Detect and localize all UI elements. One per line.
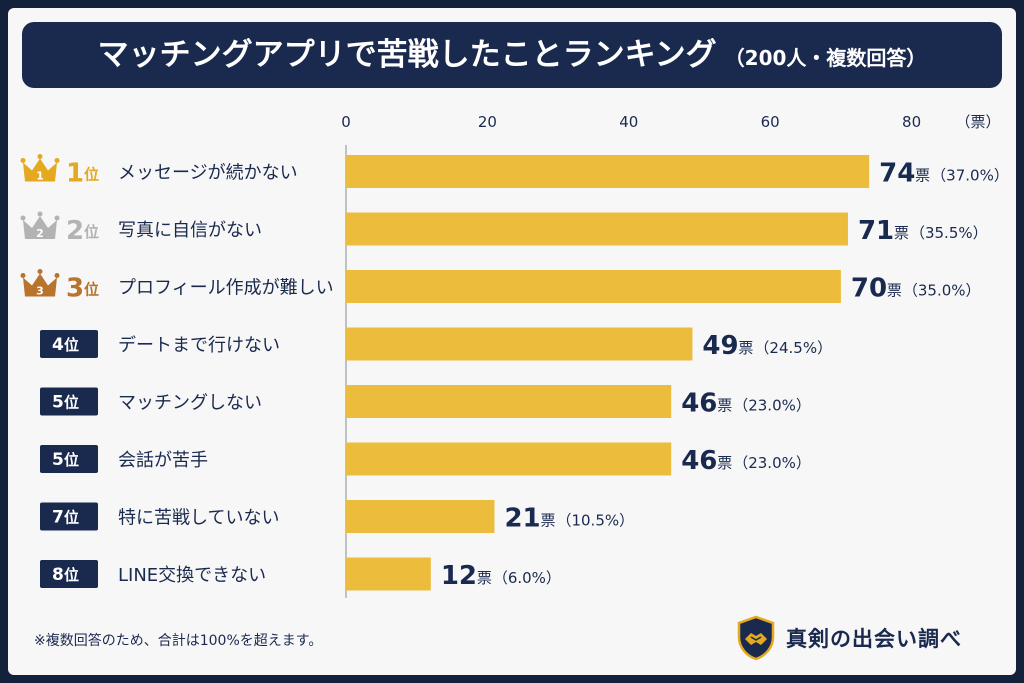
rank-suffix: 位 [64,566,79,584]
rank-suffix: 位 [84,281,99,299]
crown-rank-number: 1 [36,170,44,183]
chart-subtitle: （200人・複数回答） [724,46,927,70]
x-tick-label: 20 [478,113,497,131]
rank-badge [40,387,98,416]
rank-badge [40,330,98,358]
value-label: 46 [681,446,717,476]
rank-suffix: 位 [84,166,99,184]
category-label: デートまで行けない [118,335,280,356]
crown-jewel [37,154,43,159]
crown-jewel [54,273,60,278]
x-tick-label: 0 [341,113,351,131]
rank-number: 5 [52,450,64,470]
percent-label: （24.5%） [754,339,832,357]
crown-rank-number: 2 [36,227,44,240]
bar [346,212,848,246]
bar [346,500,495,533]
category-label: LINE交換できない [118,565,266,586]
category-label: メッセージが続かない [118,163,298,184]
crown-jewel [20,273,26,278]
crown-jewel [20,158,26,163]
x-unit-label: （票） [955,113,1000,131]
percent-label: （23.0%） [733,397,811,415]
title-bar: マッチングアプリで苦戦したことランキング （200人・複数回答） [22,22,1002,88]
handshake-shield-icon [737,615,775,661]
crown-jewel [54,215,60,221]
category-label: 写真に自信がない [118,220,262,241]
value-unit: 票 [894,224,909,242]
rank-suffix: 位 [64,451,79,469]
rank-badge [40,502,98,531]
bar [346,155,870,188]
rank-number: 1 [66,159,84,189]
rank-number: 3 [66,274,84,304]
category-label: プロフィール作成が難しい [118,278,334,299]
brand-logo: 真剣の出会い調べ [736,614,962,662]
value-unit: 票 [915,167,930,185]
percent-label: （37.0%） [931,167,1009,185]
value-label: 74 [879,159,915,189]
value-unit: 票 [717,454,732,472]
value-label: 70 [851,274,887,304]
crown-jewel [54,158,60,163]
value-label: 46 [681,389,717,419]
value-unit: 票 [717,397,732,415]
crown-icon [23,273,57,297]
category-label: マッチングしない [118,393,262,414]
rank-number: 4 [52,335,64,355]
rank-number: 7 [52,508,64,528]
percent-label: （35.0%） [903,282,981,300]
x-tick-label: 60 [761,113,780,131]
rank-number: 8 [52,565,64,585]
value-unit: 票 [540,512,555,530]
category-label: 特に苦戦していない [118,508,279,529]
bar [346,270,841,303]
rank-suffix: 位 [84,223,99,241]
rank-badge [40,560,98,588]
x-tick-label: 40 [619,113,638,131]
rank-badge [40,445,98,473]
chart-title: マッチングアプリで苦戦したことランキング [97,37,717,73]
value-label: 71 [858,216,894,246]
rank-suffix: 位 [64,509,79,527]
bar [346,327,693,361]
crown-jewel [37,211,43,217]
footnote: ※複数回答のため、合計は100%を超えます。 [34,633,323,649]
value-label: 49 [702,331,738,361]
rank-number: 2 [66,216,84,246]
rank-suffix: 位 [64,336,79,354]
bar [346,442,672,476]
percent-label: （35.5%） [910,224,988,242]
crown-rank-number: 3 [36,285,44,298]
percent-label: （6.0%） [493,569,561,587]
value-unit: 票 [738,339,753,357]
percent-label: （10.5%） [556,512,634,530]
value-label: 12 [441,561,477,591]
bar [346,385,672,418]
value-label: 21 [504,504,540,534]
rank-suffix: 位 [64,394,79,412]
category-label: 会話が苦手 [118,450,208,471]
percent-label: （23.0%） [733,454,811,472]
x-tick-label: 80 [902,113,921,131]
bar [346,557,431,591]
crown-jewel [37,269,43,274]
crown-icon [23,216,57,239]
value-unit: 票 [477,569,492,587]
value-unit: 票 [887,282,902,300]
rank-number: 5 [52,393,64,413]
brand-name: 真剣の出会い調べ [786,626,962,651]
crown-jewel [20,215,26,221]
crown-icon [23,158,57,182]
